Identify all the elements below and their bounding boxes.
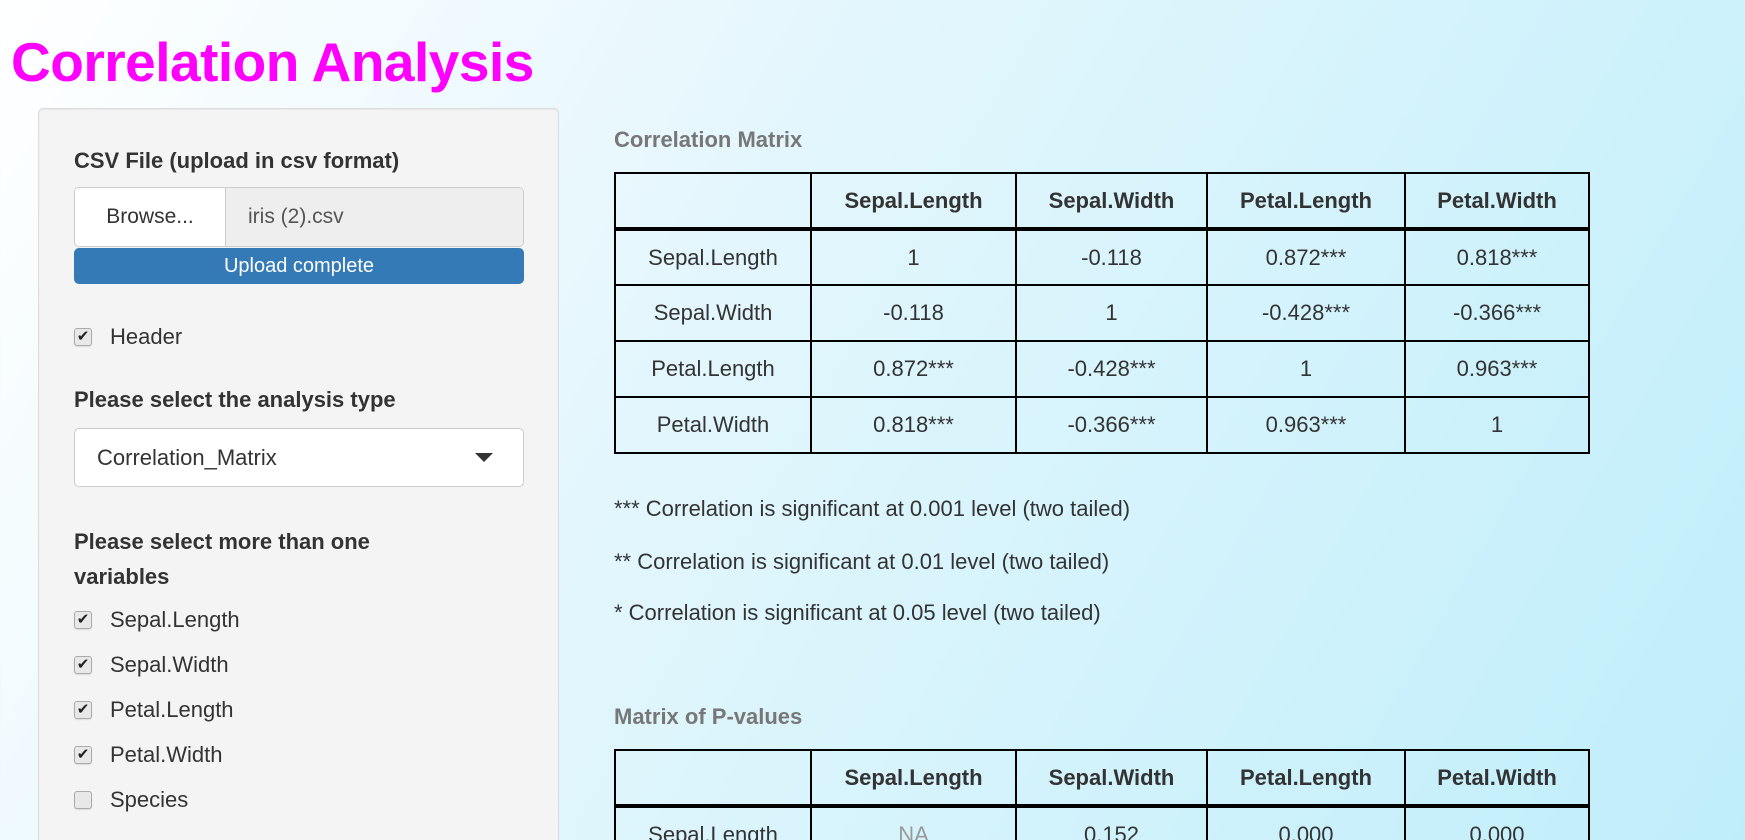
upload-progress-bar: Upload complete xyxy=(74,248,524,284)
variable-label: Petal.Length xyxy=(110,697,234,722)
table-cell: -0.118 xyxy=(810,284,1017,342)
header-checkbox-label: Header xyxy=(110,324,183,349)
variable-label: Petal.Width xyxy=(110,742,223,767)
column-header: Petal.Width xyxy=(1404,749,1590,808)
variable-checkbox-petal-length[interactable]: ✔ Petal.Length xyxy=(74,697,234,723)
table-cell: 1 xyxy=(810,228,1017,286)
row-header: Petal.Width xyxy=(614,396,812,454)
table-cell: 0.152 xyxy=(1015,805,1208,840)
page-title: Correlation Analysis xyxy=(11,31,534,93)
table-header-row: Sepal.Length Sepal.Width Petal.Length Pe… xyxy=(614,749,1590,808)
analysis-type-label: Please select the analysis type xyxy=(74,387,396,412)
table-cell: -0.366*** xyxy=(1015,396,1208,454)
variable-label: Sepal.Width xyxy=(110,652,229,677)
table-cell: -0.428*** xyxy=(1206,284,1406,342)
row-header: Sepal.Width xyxy=(614,284,812,342)
table-cell: -0.366*** xyxy=(1404,284,1590,342)
significance-note: *** Correlation is significant at 0.001 … xyxy=(614,496,1131,521)
table-cell: 0.000 xyxy=(1206,805,1406,840)
checkbox-checked-icon[interactable]: ✔ xyxy=(74,328,92,346)
row-header: Sepal.Length xyxy=(614,805,812,840)
significance-note: ** Correlation is significant at 0.01 le… xyxy=(614,549,1110,574)
table-cell: NA xyxy=(810,805,1017,840)
row-header: Petal.Length xyxy=(614,340,812,398)
column-header: Petal.Length xyxy=(1206,749,1406,808)
table-row: Petal.Length 0.872*** -0.428*** 1 0.963*** xyxy=(614,340,1590,398)
file-input[interactable]: Browse... iris (2).csv xyxy=(74,187,524,247)
variable-label: Sepal.Length xyxy=(110,607,240,632)
table-cell: 0.872*** xyxy=(1206,228,1406,286)
table-row: Petal.Width 0.818*** -0.366*** 0.963*** 1 xyxy=(614,396,1590,454)
table-header-row: Sepal.Length Sepal.Width Petal.Length Pe… xyxy=(614,172,1590,231)
significance-note: * Correlation is significant at 0.05 lev… xyxy=(614,600,1101,625)
caret-down-icon xyxy=(475,453,493,462)
table-cell: 0.963*** xyxy=(1404,340,1590,398)
variables-label: Please select more than one variables xyxy=(74,529,370,589)
file-name-field: iris (2).csv xyxy=(226,188,523,246)
row-header: Sepal.Length xyxy=(614,228,812,286)
analysis-type-select[interactable]: Correlation_Matrix xyxy=(74,428,524,487)
file-upload-label: CSV File (upload in csv format) xyxy=(74,148,400,173)
analysis-type-value: Correlation_Matrix xyxy=(97,444,277,470)
correlation-matrix-title: Correlation Matrix xyxy=(614,127,803,152)
table-cell: 0.963*** xyxy=(1206,396,1406,454)
column-header xyxy=(614,172,812,231)
table-cell: 1 xyxy=(1206,340,1406,398)
column-header: Sepal.Width xyxy=(1015,749,1208,808)
p-values-table: Sepal.Length Sepal.Width Petal.Length Pe… xyxy=(614,749,1590,840)
variable-checkbox-sepal-length[interactable]: ✔ Sepal.Length xyxy=(74,607,240,633)
checkbox-checked-icon[interactable]: ✔ xyxy=(74,611,92,629)
column-header: Petal.Length xyxy=(1206,172,1406,231)
column-header: Sepal.Length xyxy=(810,172,1017,231)
table-row: Sepal.Length 1 -0.118 0.872*** 0.818*** xyxy=(614,228,1590,286)
browse-button[interactable]: Browse... xyxy=(75,188,226,246)
variable-label: Species xyxy=(110,787,189,812)
table-row: Sepal.Length NA 0.152 0.000 0.000 xyxy=(614,805,1590,840)
table-cell: -0.118 xyxy=(1015,228,1208,286)
checkbox-checked-icon[interactable]: ✔ xyxy=(74,701,92,719)
table-cell: 1 xyxy=(1404,396,1590,454)
table-cell: 0.818*** xyxy=(810,396,1017,454)
correlation-matrix-table: Sepal.Length Sepal.Width Petal.Length Pe… xyxy=(614,172,1590,454)
checkbox-checked-icon[interactable]: ✔ xyxy=(74,656,92,674)
column-header xyxy=(614,749,812,808)
variable-checkbox-petal-width[interactable]: ✔ Petal.Width xyxy=(74,742,223,768)
table-cell: 0.872*** xyxy=(810,340,1017,398)
checkbox-checked-icon[interactable]: ✔ xyxy=(74,746,92,764)
checkbox-unchecked-icon[interactable] xyxy=(74,791,92,809)
variable-checkbox-species[interactable]: Species xyxy=(74,787,188,813)
table-cell: 0.000 xyxy=(1404,805,1590,840)
table-row: Sepal.Width -0.118 1 -0.428*** -0.366*** xyxy=(614,284,1590,342)
variable-checkbox-sepal-width[interactable]: ✔ Sepal.Width xyxy=(74,652,229,678)
column-header: Sepal.Width xyxy=(1015,172,1208,231)
header-checkbox[interactable]: ✔ Header xyxy=(74,324,182,350)
table-cell: 1 xyxy=(1015,284,1208,342)
p-values-title: Matrix of P-values xyxy=(614,704,803,729)
column-header: Sepal.Length xyxy=(810,749,1017,808)
table-cell: 0.818*** xyxy=(1404,228,1590,286)
column-header: Petal.Width xyxy=(1404,172,1590,231)
table-cell: -0.428*** xyxy=(1015,340,1208,398)
